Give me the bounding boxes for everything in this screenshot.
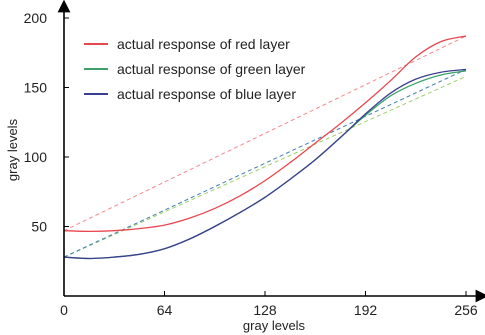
y-tick-label: 200 bbox=[24, 10, 48, 26]
x-tick-label: 192 bbox=[354, 302, 378, 318]
x-tick-label: 64 bbox=[157, 302, 173, 318]
y-ticks: 50 100 150 200 bbox=[24, 10, 69, 235]
y-tick-label: 100 bbox=[24, 149, 48, 165]
x-tick-label: 128 bbox=[253, 302, 277, 318]
legend: actual response of red layer actual resp… bbox=[84, 36, 306, 102]
y-tick-label: 50 bbox=[31, 219, 47, 235]
x-axis-title: gray levels bbox=[243, 318, 306, 333]
x-tick-label: 0 bbox=[60, 302, 68, 318]
y-tick-label: 150 bbox=[24, 80, 48, 96]
series-line-red bbox=[63, 35, 467, 233]
series-line-blue bbox=[63, 68, 467, 260]
y-axis-title: gray levels bbox=[5, 118, 20, 181]
legend-label-green: actual response of green layer bbox=[117, 61, 306, 77]
legend-label-red: actual response of red layer bbox=[117, 36, 290, 52]
series-line-green-fit bbox=[63, 75, 467, 258]
legend-label-blue: actual response of blue layer bbox=[117, 86, 296, 102]
series-layer bbox=[63, 35, 467, 260]
x-tick-label: 256 bbox=[454, 302, 478, 318]
x-ticks: 0 64 128 192 256 bbox=[60, 291, 478, 318]
series-line-blue-fit bbox=[63, 68, 467, 258]
